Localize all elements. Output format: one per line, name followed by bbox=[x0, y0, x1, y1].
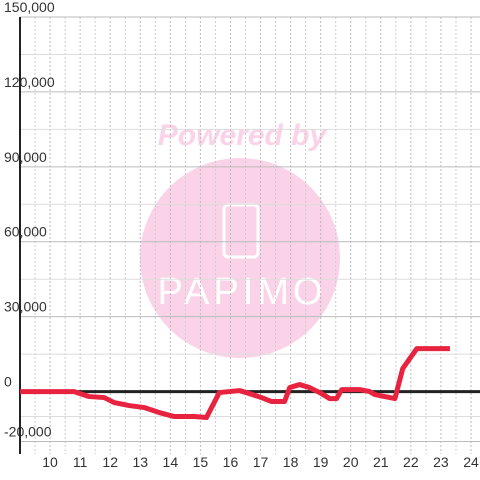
x-tick-label: 23 bbox=[433, 454, 449, 470]
x-tick-label: 14 bbox=[163, 454, 179, 470]
x-tick-label: 17 bbox=[253, 454, 269, 470]
x-tick-label: 24 bbox=[463, 454, 479, 470]
x-tick-label: 13 bbox=[132, 454, 148, 470]
x-tick-label: 10 bbox=[42, 454, 58, 470]
y-tick-label: 90,000 bbox=[4, 149, 47, 165]
x-tick-label: 12 bbox=[102, 454, 118, 470]
data-line bbox=[20, 346, 450, 421]
x-tick-label: 22 bbox=[403, 454, 419, 470]
x-tick-label: 15 bbox=[193, 454, 209, 470]
watermark: Powered by PAPIMO bbox=[140, 119, 340, 358]
y-tick-label: 0 bbox=[4, 374, 12, 390]
x-tick-label: 11 bbox=[73, 454, 88, 470]
y-tick-label: 120,000 bbox=[4, 74, 55, 90]
y-tick-label: -20,000 bbox=[4, 424, 52, 440]
y-tick-label: 150,000 bbox=[4, 0, 55, 15]
x-tick-label: 16 bbox=[223, 454, 239, 470]
x-tick-label: 19 bbox=[313, 454, 329, 470]
watermark-text: Powered by bbox=[158, 119, 328, 152]
x-tick-label: 18 bbox=[283, 454, 299, 470]
y-tick-label: 60,000 bbox=[4, 224, 47, 240]
x-tick-label: 20 bbox=[343, 454, 359, 470]
watermark-icon bbox=[222, 203, 260, 259]
watermark-logo: PAPIMO bbox=[158, 271, 327, 313]
x-tick-label: 21 bbox=[373, 454, 389, 470]
y-tick-label: 30,000 bbox=[4, 299, 47, 315]
